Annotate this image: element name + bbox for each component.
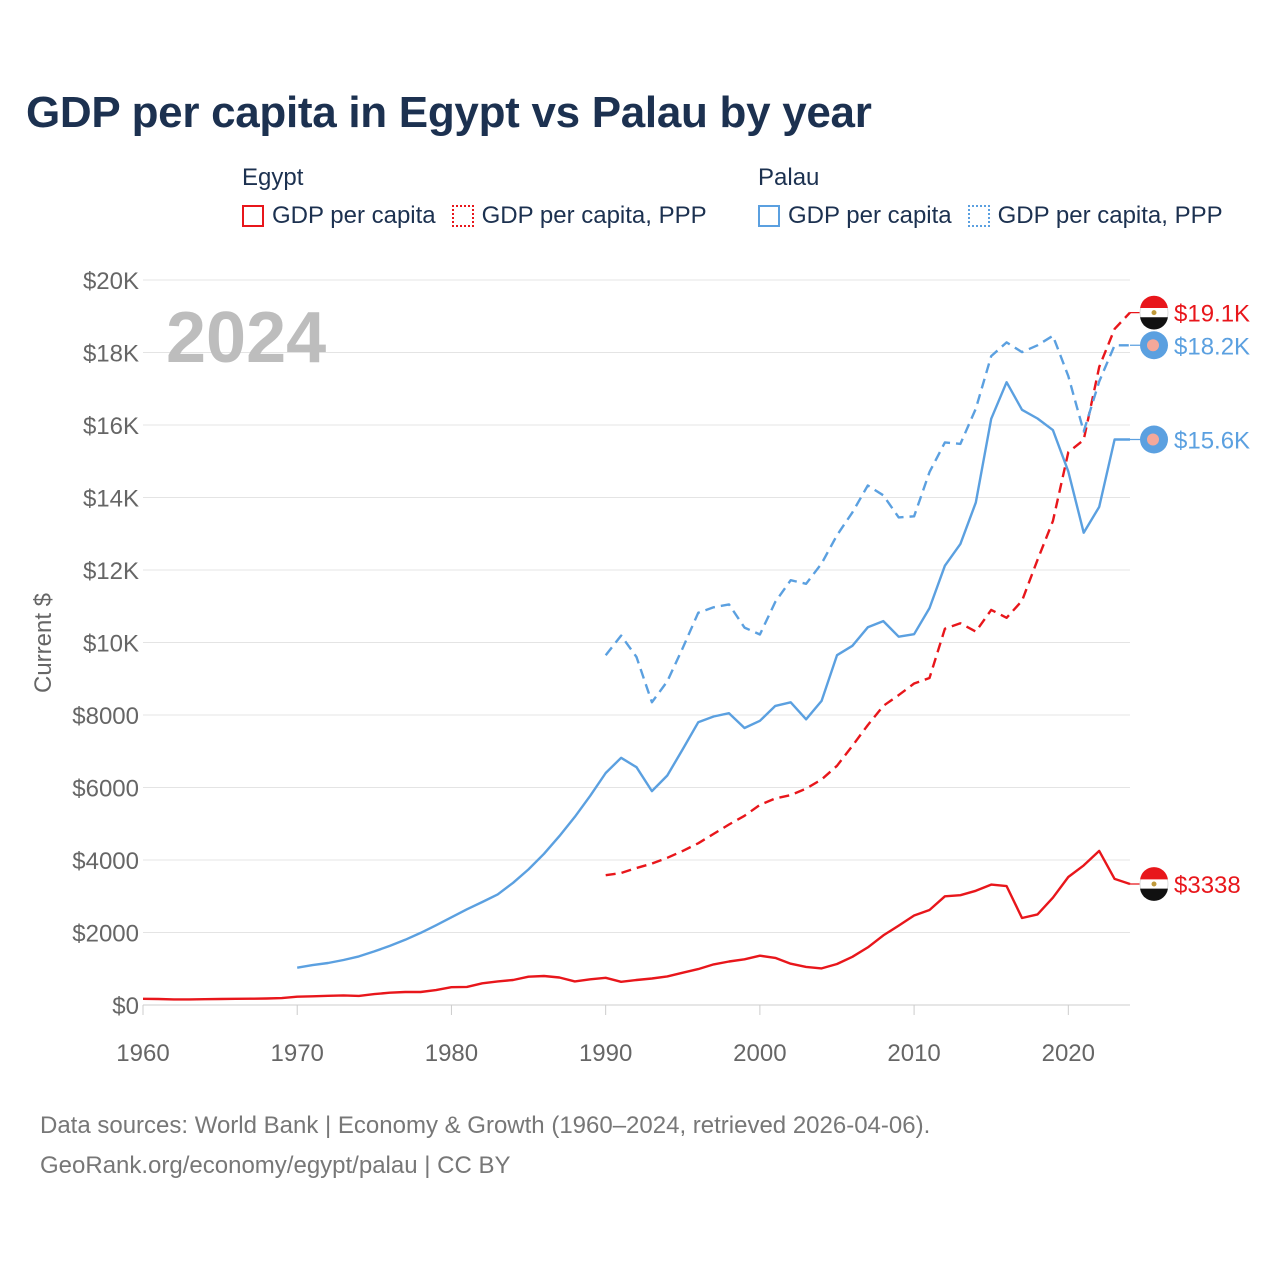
series-line-palau_ppp[interactable]: [604, 334, 1130, 704]
legend-label-palau-ppp: GDP per capita, PPP: [997, 202, 1223, 229]
legend-swatch-palau-ppp: [967, 205, 990, 227]
y-axis-label: Current $: [30, 593, 57, 693]
end-label-egypt_gdp: $3338: [1174, 872, 1241, 899]
source-line-1: Data sources: World Bank | Economy & Gro…: [40, 1112, 931, 1139]
end-label-palau_ppp: $18.2K: [1174, 333, 1250, 360]
y-tick-label: $10K: [83, 631, 139, 658]
y-tick-label: $2000: [72, 921, 139, 948]
series-line-egypt_gdp[interactable]: [142, 849, 1131, 1001]
palau-flag-icon: [1140, 331, 1168, 360]
y-tick-label: $16K: [83, 413, 139, 440]
x-tick-label: 1980: [425, 1040, 478, 1067]
series-line-egypt_ppp[interactable]: [605, 311, 1131, 877]
legend-swatch-egypt-ppp: [451, 205, 474, 227]
y-tick-label: $20K: [83, 268, 139, 295]
x-tick-label: 1970: [271, 1040, 324, 1067]
legend-swatch-egypt-gdp: [242, 205, 264, 227]
legend-egypt-gdp[interactable]: GDP per capita: [242, 202, 436, 230]
y-tick-label: $8000: [72, 703, 139, 730]
legend-label-egypt-gdp: GDP per capita: [272, 202, 436, 229]
source-line-2[interactable]: GeoRank.org/economy/egypt/palau | CC BY: [40, 1152, 511, 1179]
x-tick-label: 2000: [733, 1040, 786, 1067]
x-tick-label: 1990: [579, 1040, 632, 1067]
y-tick-label: $18K: [83, 341, 139, 368]
end-label-palau_gdp: $15.6K: [1174, 428, 1250, 455]
legend-palau-country: Palau: [758, 164, 820, 191]
year-watermark: 2024: [166, 298, 326, 378]
y-tick-label: $6000: [72, 776, 139, 803]
x-tick-label: 1960: [116, 1040, 169, 1067]
x-tick-label: 2010: [887, 1040, 940, 1067]
legend-palau-gdp[interactable]: GDP per capita: [758, 202, 952, 230]
series-line-palau_gdp[interactable]: [297, 381, 1130, 969]
y-tick-label: $4000: [72, 848, 139, 875]
source-note: Data sources: World Bank | Economy & Gro…: [40, 1106, 930, 1186]
palau-flag-icon: [1140, 425, 1168, 454]
legend-palau-ppp[interactable]: GDP per capita, PPP: [967, 202, 1223, 230]
egypt-flag-icon: [1139, 867, 1169, 901]
legend-palau: Palau GDP per capita GDP per capita, PPP: [758, 160, 1239, 236]
x-tick-label: 2020: [1042, 1040, 1095, 1067]
legend-swatch-palau-gdp: [758, 205, 780, 227]
line-chart: $0 $2000 $4000 $6000 $8000 $10K $12K $14K $16K $1…: [30, 268, 1250, 1067]
legend-egypt: Egypt GDP per capita GDP per capita, PPP: [242, 160, 723, 236]
legend-label-palau-gdp: GDP per capita: [788, 202, 952, 229]
legend-egypt-ppp[interactable]: GDP per capita, PPP: [451, 202, 707, 230]
chart-title: GDP per capita in Egypt vs Palau by year: [26, 88, 872, 137]
y-tick-label: $14K: [83, 486, 139, 513]
y-tick-label: $0: [112, 993, 139, 1020]
egypt-flag-icon: [1139, 295, 1169, 330]
legend-label-egypt-ppp: GDP per capita, PPP: [481, 202, 707, 229]
legend-egypt-country: Egypt: [242, 164, 304, 191]
y-tick-label: $12K: [83, 558, 139, 585]
end-label-egypt_ppp: $19.1K: [1174, 301, 1250, 328]
